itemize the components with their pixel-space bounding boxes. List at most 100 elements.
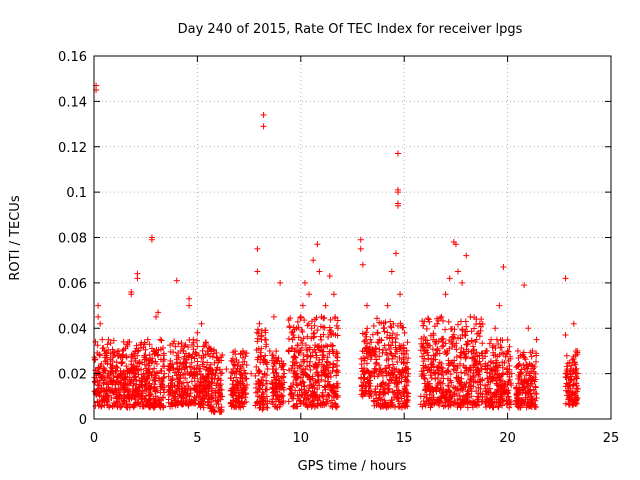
data-point (280, 386, 287, 393)
data-point (301, 279, 308, 286)
data-point (562, 400, 569, 407)
data-point (478, 365, 485, 372)
data-point (256, 369, 263, 376)
data-point (258, 336, 265, 343)
data-point (320, 331, 327, 338)
data-point (527, 391, 534, 398)
data-point (523, 361, 530, 368)
data-point (145, 400, 152, 407)
data-point (383, 357, 390, 364)
data-point (152, 358, 159, 365)
data-point (491, 371, 498, 378)
chart-title: Day 240 of 2015, Rate Of TEC Index for r… (178, 22, 523, 37)
data-point (419, 371, 426, 378)
data-point (177, 347, 184, 354)
data-point (362, 337, 369, 344)
data-point (278, 358, 285, 365)
data-point (463, 252, 470, 259)
data-point (568, 376, 575, 383)
data-point (468, 393, 475, 400)
data-point (568, 362, 575, 369)
data-point (421, 374, 428, 381)
data-point (254, 245, 261, 252)
data-point (142, 352, 149, 359)
data-point (442, 388, 449, 395)
data-point (241, 358, 248, 365)
data-point (514, 395, 521, 402)
data-point (277, 401, 284, 408)
data-point (287, 315, 294, 322)
data-point (403, 382, 410, 389)
data-point (277, 381, 284, 388)
data-point (192, 350, 199, 357)
data-point (460, 393, 467, 400)
data-point (489, 394, 496, 401)
data-point (378, 382, 385, 389)
data-point (101, 366, 108, 373)
data-point (306, 362, 313, 369)
data-point (255, 330, 262, 337)
data-point (263, 393, 270, 400)
data-point (181, 370, 188, 377)
data-point (381, 388, 388, 395)
data-point (515, 355, 522, 362)
data-point (173, 359, 180, 366)
axis-ticks (93, 55, 612, 420)
data-point (180, 379, 187, 386)
data-point (127, 388, 134, 395)
data-point (181, 353, 188, 360)
data-point (206, 370, 213, 377)
data-point (426, 367, 433, 374)
data-point (463, 380, 470, 387)
data-point (332, 400, 339, 407)
data-point (127, 367, 134, 374)
data-point (431, 323, 438, 330)
data-point (565, 400, 572, 407)
data-point (315, 344, 322, 351)
data-point (495, 340, 502, 347)
data-point (273, 404, 280, 411)
data-point (371, 398, 378, 405)
data-point (469, 372, 476, 379)
data-point (448, 379, 455, 386)
data-point (290, 392, 297, 399)
data-point (562, 383, 569, 390)
data-point (446, 275, 453, 282)
data-point (424, 349, 431, 356)
data-point (157, 336, 164, 343)
data-point (182, 350, 189, 357)
data-point (271, 374, 278, 381)
data-point (388, 342, 395, 349)
data-point (202, 381, 209, 388)
data-point (467, 313, 474, 320)
data-point (202, 374, 209, 381)
data-point (272, 386, 279, 393)
data-point (186, 302, 193, 309)
data-point (202, 342, 209, 349)
data-point (449, 334, 456, 341)
data-point (232, 351, 239, 358)
data-point (393, 381, 400, 388)
data-point (383, 372, 390, 379)
data-point (332, 391, 339, 398)
data-point (423, 325, 430, 332)
data-point (421, 347, 428, 354)
data-point (298, 368, 305, 375)
data-point (464, 341, 471, 348)
y-tick-labels: 0 0.02 0.04 0.06 0.08 0.1 0.12 0.14 0.16 (58, 50, 87, 428)
data-point (477, 327, 484, 334)
data-point (378, 320, 385, 327)
data-point (375, 394, 382, 401)
data-point (321, 314, 328, 321)
data-point (291, 354, 298, 361)
data-point (195, 393, 202, 400)
data-point (370, 323, 377, 330)
data-point (404, 393, 411, 400)
data-point (157, 401, 164, 408)
data-point (238, 393, 245, 400)
data-point (228, 403, 235, 410)
data-point (484, 362, 491, 369)
data-point (518, 370, 525, 377)
data-point (493, 380, 500, 387)
data-point (98, 360, 105, 367)
